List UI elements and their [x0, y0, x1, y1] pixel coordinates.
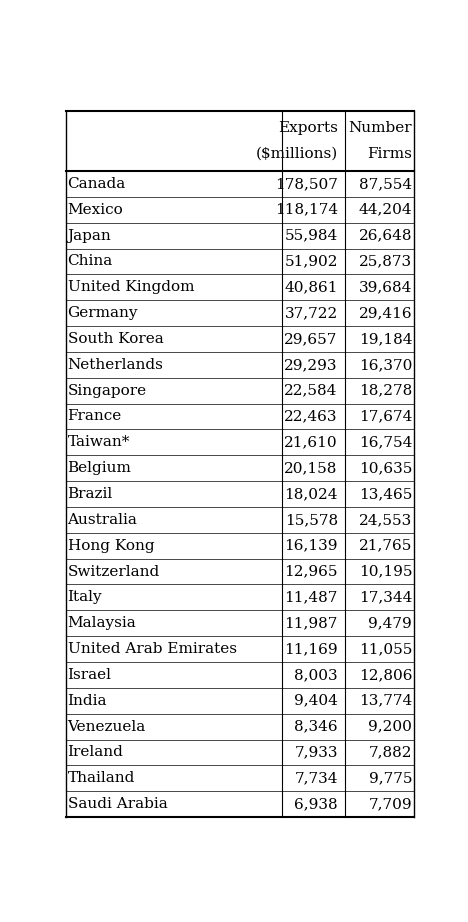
Text: 11,987: 11,987 — [285, 616, 338, 631]
Text: 17,674: 17,674 — [359, 409, 412, 423]
Text: 7,882: 7,882 — [369, 745, 412, 760]
Text: Number: Number — [349, 121, 412, 135]
Text: 11,487: 11,487 — [285, 590, 338, 605]
Text: 25,873: 25,873 — [359, 254, 412, 268]
Text: 37,722: 37,722 — [285, 306, 338, 320]
Text: ($millions): ($millions) — [256, 148, 338, 161]
Text: United Kingdom: United Kingdom — [67, 280, 194, 294]
Text: France: France — [67, 409, 122, 423]
Text: Italy: Italy — [67, 590, 102, 605]
Text: 8,003: 8,003 — [294, 668, 338, 682]
Text: 16,754: 16,754 — [359, 435, 412, 449]
Text: 29,293: 29,293 — [284, 358, 338, 372]
Text: Mexico: Mexico — [67, 203, 123, 217]
Text: Hong Kong: Hong Kong — [67, 538, 154, 552]
Text: 7,709: 7,709 — [368, 798, 412, 811]
Text: United Arab Emirates: United Arab Emirates — [67, 642, 236, 656]
Text: 118,174: 118,174 — [275, 203, 338, 217]
Text: Belgium: Belgium — [67, 461, 132, 475]
Text: India: India — [67, 693, 107, 708]
Text: 26,648: 26,648 — [358, 229, 412, 242]
Text: 55,984: 55,984 — [285, 229, 338, 242]
Text: 29,416: 29,416 — [358, 306, 412, 320]
Text: 9,200: 9,200 — [368, 719, 412, 734]
Text: Exports: Exports — [278, 121, 338, 135]
Text: Venezuela: Venezuela — [67, 719, 146, 734]
Text: Switzerland: Switzerland — [67, 564, 160, 578]
Text: 16,139: 16,139 — [284, 538, 338, 552]
Text: 22,584: 22,584 — [285, 384, 338, 397]
Text: 21,765: 21,765 — [359, 538, 412, 552]
Text: 40,861: 40,861 — [284, 280, 338, 294]
Text: 11,169: 11,169 — [284, 642, 338, 656]
Text: 18,278: 18,278 — [359, 384, 412, 397]
Text: Japan: Japan — [67, 229, 111, 242]
Text: 12,806: 12,806 — [358, 668, 412, 682]
Text: 178,507: 178,507 — [275, 177, 338, 191]
Text: 13,774: 13,774 — [359, 693, 412, 708]
Text: Singapore: Singapore — [67, 384, 146, 397]
Text: Firms: Firms — [367, 148, 412, 161]
Text: South Korea: South Korea — [67, 332, 163, 346]
Text: Malaysia: Malaysia — [67, 616, 136, 631]
Text: Brazil: Brazil — [67, 487, 113, 501]
Text: 8,346: 8,346 — [294, 719, 338, 734]
Text: 44,204: 44,204 — [358, 203, 412, 217]
Text: 19,184: 19,184 — [358, 332, 412, 346]
Text: Israel: Israel — [67, 668, 111, 682]
Text: 51,902: 51,902 — [284, 254, 338, 268]
Text: 22,463: 22,463 — [284, 409, 338, 423]
Text: 9,404: 9,404 — [294, 693, 338, 708]
Text: 24,553: 24,553 — [359, 513, 412, 526]
Text: 13,465: 13,465 — [359, 487, 412, 501]
Text: 10,195: 10,195 — [358, 564, 412, 578]
Text: China: China — [67, 254, 113, 268]
Text: Thailand: Thailand — [67, 772, 135, 786]
Text: 11,055: 11,055 — [359, 642, 412, 656]
Text: 9,479: 9,479 — [368, 616, 412, 631]
Text: 10,635: 10,635 — [359, 461, 412, 475]
Text: 87,554: 87,554 — [359, 177, 412, 191]
Text: Taiwan*: Taiwan* — [67, 435, 130, 449]
Text: 12,965: 12,965 — [284, 564, 338, 578]
Text: 15,578: 15,578 — [285, 513, 338, 526]
Text: 9,775: 9,775 — [369, 772, 412, 786]
Text: 29,657: 29,657 — [285, 332, 338, 346]
Text: 6,938: 6,938 — [294, 798, 338, 811]
Text: Saudi Arabia: Saudi Arabia — [67, 798, 168, 811]
Text: Australia: Australia — [67, 513, 138, 526]
Text: Canada: Canada — [67, 177, 126, 191]
Text: 16,370: 16,370 — [359, 358, 412, 372]
Text: 7,933: 7,933 — [294, 745, 338, 760]
Text: Netherlands: Netherlands — [67, 358, 163, 372]
Text: 39,684: 39,684 — [359, 280, 412, 294]
Text: 17,344: 17,344 — [359, 590, 412, 605]
Text: Ireland: Ireland — [67, 745, 124, 760]
Text: Germany: Germany — [67, 306, 138, 320]
Text: 21,610: 21,610 — [284, 435, 338, 449]
Text: 20,158: 20,158 — [285, 461, 338, 475]
Text: 18,024: 18,024 — [284, 487, 338, 501]
Text: 7,734: 7,734 — [294, 772, 338, 786]
